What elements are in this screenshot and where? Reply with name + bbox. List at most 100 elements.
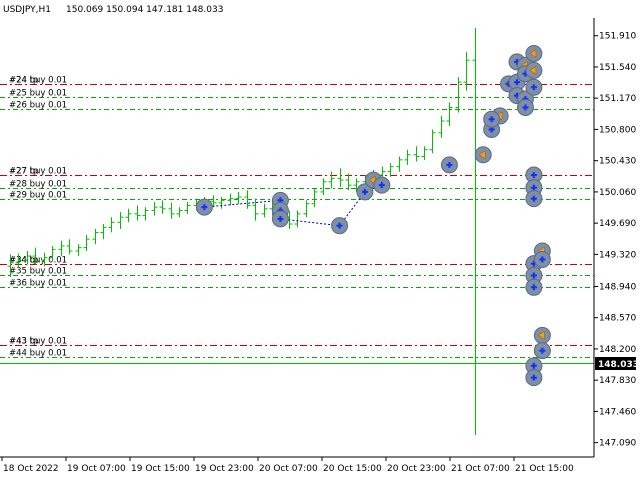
price-tick-label: 150.060 [599, 188, 636, 198]
ohlc-bar [413, 146, 420, 162]
buy-entry-marker[interactable] [373, 176, 391, 194]
ohlc-bar [142, 207, 149, 221]
ohlc-bar [455, 77, 462, 113]
price-tick-label: 151.910 [599, 32, 636, 42]
buy-entry-marker[interactable] [516, 98, 534, 116]
price-tick-label: 151.170 [599, 94, 636, 104]
symbol-header: USDJPY,H1 150.069 150.094 147.181 148.03… [3, 5, 223, 15]
buy-entry-marker[interactable] [271, 210, 289, 228]
ohlc-bar [168, 202, 175, 219]
close-exit-marker[interactable] [474, 146, 492, 164]
ohlc-bar [83, 234, 90, 252]
ohlc-bar [218, 196, 225, 209]
ohlc-bar [134, 205, 141, 221]
ohlc-bar [311, 188, 318, 208]
ohlc-bar [117, 212, 124, 230]
price-tick-label: 150.800 [599, 125, 636, 135]
price-tick-label: 148.200 [599, 345, 636, 355]
buy-entry-marker[interactable] [525, 278, 543, 296]
ohlc-bar [100, 223, 107, 240]
current-price-marker: 148.033 [595, 357, 639, 370]
ohlc-bar [261, 203, 268, 218]
ohlc-bar [345, 173, 352, 191]
order-levels: #24 tp#24 buy 0.01 #25 buy 0.01 #26 buy 0.… [0, 76, 594, 364]
ohlc-bar [92, 229, 99, 245]
buy-entry-marker[interactable] [483, 110, 501, 128]
close-exit-marker[interactable] [533, 326, 551, 344]
price-tick-label: 147.090 [599, 439, 636, 449]
price-tick-label: 150.430 [599, 157, 636, 167]
ohlc-bar [210, 195, 217, 208]
close-exit-marker[interactable] [525, 44, 543, 62]
buy-order-label: #43 buy 0.01 [9, 337, 67, 347]
current-price-label: 148.033 [598, 360, 639, 370]
buy-entry-marker[interactable] [195, 198, 213, 216]
buy-order-label: #26 buy 0.01 [9, 101, 67, 111]
ohlc-bar [472, 28, 479, 436]
ohlc-bar [49, 245, 56, 262]
ohlc-bar [252, 198, 259, 221]
time-tick-label: 21 Oct 15:00 [515, 464, 574, 474]
take-profit-label: #24 tp [9, 76, 38, 86]
price-tick-label: 149.690 [599, 219, 636, 229]
ohlc-bar [396, 156, 403, 172]
buy-order-label: #28 buy 0.01 [9, 180, 67, 190]
buy-entry-marker[interactable] [331, 217, 349, 235]
time-tick-label: 20 Oct 23:00 [387, 464, 446, 474]
ohlc-bar [176, 207, 183, 218]
buy-order-label: #24 buy 0.01 [9, 76, 67, 86]
ohlc-bar [303, 200, 310, 218]
ohlc-bar [429, 129, 436, 154]
ohlc-bar [58, 240, 65, 257]
buy-entry-marker[interactable] [356, 183, 374, 201]
ohlc-bar [244, 190, 251, 209]
price-tick-label: 151.540 [599, 63, 636, 73]
buy-entry-marker[interactable] [525, 357, 543, 375]
take-profit-label: #43 tp [9, 337, 38, 347]
price-tick-label: 148.940 [599, 282, 636, 292]
buy-order-label: #29 buy 0.01 [9, 191, 67, 201]
buy-order-label: #34 buy 0.01 [9, 256, 67, 266]
time-tick-label: 19 Oct 23:00 [195, 464, 254, 474]
ohlc-bar [438, 115, 445, 138]
close-exit-marker[interactable] [525, 61, 543, 79]
ohlc-bar [41, 252, 48, 267]
trade-markers [195, 44, 551, 387]
buy-entry-marker[interactable] [533, 250, 551, 268]
trade-connector [339, 191, 366, 226]
buy-entry-marker[interactable] [525, 78, 543, 96]
time-tick-label: 20 Oct 15:00 [323, 464, 382, 474]
buy-order-label: #36 buy 0.01 [9, 279, 67, 289]
ohlc-bar [404, 149, 411, 165]
ohlc-bar [337, 168, 344, 187]
trade-connector [204, 199, 281, 208]
symbol-label: USDJPY,H1 [3, 5, 51, 15]
ohlc-bar [184, 202, 191, 214]
buy-order-label: #35 buy 0.01 [9, 267, 67, 277]
buy-entry-marker[interactable] [440, 156, 458, 174]
current-price-tag [595, 357, 636, 370]
ohlc-bar [66, 239, 73, 255]
ohlc-bar [151, 202, 158, 216]
price-bars [7, 28, 479, 436]
buy-entry-marker[interactable] [525, 369, 543, 387]
ohlc-bar [294, 210, 301, 228]
time-axis[interactable]: 18 Oct 2022 19 Oct 07:00 19 Oct 15:00 19 Oc… [1, 457, 574, 474]
time-tick-label: 20 Oct 07:00 [259, 464, 318, 474]
buy-entry-marker[interactable] [533, 342, 551, 360]
buy-entry-marker[interactable] [525, 190, 543, 208]
buy-order-label: #25 buy 0.01 [9, 89, 67, 99]
ohlc-readout: 150.069 150.094 147.181 148.033 [66, 5, 223, 15]
ohlc-bar [159, 200, 166, 214]
take-profit-label: #27 tp [9, 167, 38, 177]
ohlc-bar [125, 208, 132, 223]
price-tick-label: 148.570 [599, 314, 636, 324]
ohlc-bar [15, 253, 22, 268]
ohlc-bar [328, 171, 335, 189]
buy-entry-marker[interactable] [525, 166, 543, 184]
ohlc-bar [108, 217, 115, 233]
ohlc-bar [75, 244, 82, 257]
price-axis[interactable]: 151.910 151.540 151.170 150.800 150.430 150.0… [594, 32, 636, 449]
